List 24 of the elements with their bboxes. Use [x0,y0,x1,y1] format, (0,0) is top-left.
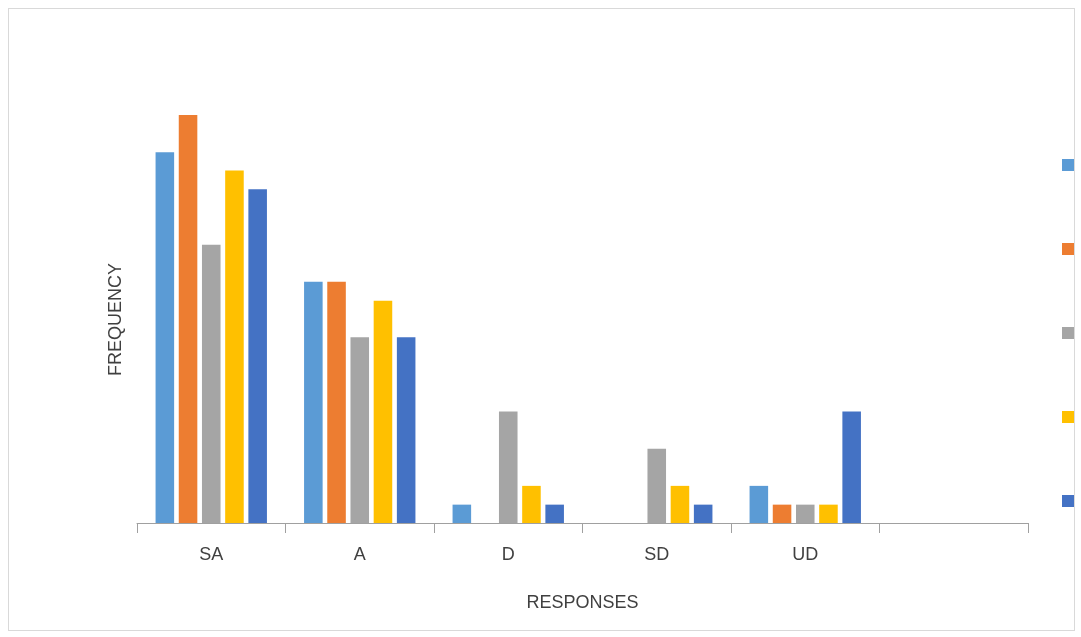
bar [304,281,323,523]
x-tick-label: SD [644,544,670,564]
bar [772,504,792,523]
bar [248,189,267,523]
x-tick-label: D [501,544,515,564]
x-axis-title: RESPONSES [526,592,639,612]
bar [819,504,838,523]
bar [396,337,416,523]
x-tick-label: SA [199,544,224,564]
x-tick-label: A [353,544,366,564]
bar [545,504,564,523]
bar [693,504,713,523]
bar [178,115,198,523]
y-axis-title: FREQUENCY [105,262,125,376]
bar [452,504,472,523]
bar [522,485,541,523]
bar [373,300,393,523]
bar [155,152,175,523]
bar [749,485,769,523]
bar [327,281,346,523]
bar [225,170,244,523]
bar [842,411,861,523]
x-tick-label: UD [792,544,819,564]
bar [670,485,690,523]
